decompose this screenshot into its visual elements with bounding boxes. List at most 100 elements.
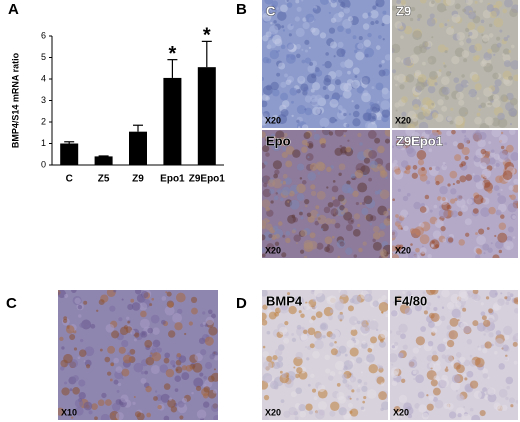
tissue-texture <box>449 198 456 204</box>
tissue-texture <box>118 317 123 322</box>
image-label: BMP4 <box>266 293 303 308</box>
tissue-texture <box>150 314 160 324</box>
tissue-texture <box>494 292 498 296</box>
tissue-texture <box>441 105 448 112</box>
tissue-texture <box>262 247 266 253</box>
tissue-texture <box>334 222 341 229</box>
tissue-texture <box>403 225 409 232</box>
tissue-texture <box>300 83 309 92</box>
micrograph <box>262 130 390 258</box>
tissue-texture <box>414 403 420 409</box>
tissue-texture <box>440 226 446 232</box>
tissue-texture <box>474 0 478 4</box>
tissue-texture <box>163 415 170 420</box>
tissue-texture <box>427 302 432 307</box>
tissue-texture <box>273 173 279 179</box>
tissue-texture <box>367 130 377 139</box>
tissue-texture <box>355 51 365 61</box>
tissue-texture <box>280 180 284 184</box>
tissue-texture <box>338 299 344 305</box>
tissue-texture <box>331 185 339 193</box>
tissue-texture <box>343 360 354 370</box>
tissue-texture <box>84 359 92 367</box>
tissue-texture <box>306 357 310 361</box>
tissue-texture <box>318 409 325 416</box>
tissue-texture <box>323 206 331 214</box>
tissue-texture <box>413 201 422 210</box>
tissue-texture <box>374 137 381 144</box>
tissue-texture <box>315 332 323 341</box>
tissue-texture <box>282 146 287 151</box>
tissue-texture <box>469 354 473 358</box>
tissue-texture <box>301 0 304 2</box>
tissue-texture <box>296 53 301 59</box>
tissue-texture <box>298 310 302 314</box>
tissue-texture <box>285 237 291 244</box>
tissue-texture <box>63 353 73 364</box>
tissue-texture <box>334 147 343 156</box>
tissue-texture <box>385 162 390 171</box>
tissue-texture <box>145 356 155 366</box>
tissue-texture <box>463 137 470 144</box>
tissue-texture <box>447 183 451 187</box>
tissue-texture <box>111 402 121 412</box>
tissue-texture <box>111 330 120 339</box>
tissue-texture <box>263 231 273 241</box>
tissue-texture <box>476 112 481 117</box>
tissue-texture <box>339 82 349 92</box>
tissue-texture <box>338 163 346 171</box>
tissue-texture <box>94 416 98 420</box>
tissue-texture <box>414 304 423 312</box>
tissue-texture <box>337 41 344 48</box>
tissue-texture <box>191 391 194 395</box>
tissue-texture <box>472 131 482 141</box>
tissue-texture <box>347 217 355 225</box>
tissue-texture <box>381 294 387 301</box>
tissue-texture <box>503 36 509 42</box>
tissue-texture <box>461 74 465 78</box>
tissue-texture <box>296 193 305 201</box>
tissue-texture <box>477 25 485 34</box>
tissue-texture <box>425 306 431 311</box>
tissue-texture <box>444 8 447 11</box>
tissue-texture <box>304 49 308 53</box>
tissue-texture <box>358 36 363 41</box>
tissue-texture <box>282 173 288 179</box>
tissue-texture <box>349 410 353 414</box>
tissue-texture <box>472 208 479 214</box>
tissue-texture <box>450 107 454 111</box>
tissue-texture <box>426 180 431 185</box>
tissue-texture <box>159 364 169 373</box>
tissue-texture <box>457 314 462 319</box>
tissue-texture <box>487 393 497 403</box>
tissue-texture <box>467 34 470 37</box>
bar <box>129 131 147 165</box>
tissue-texture <box>140 310 147 318</box>
tissue-texture <box>339 290 348 298</box>
tissue-texture <box>431 243 434 247</box>
tissue-texture <box>505 301 510 305</box>
tissue-texture <box>328 131 334 136</box>
tissue-texture <box>358 384 361 388</box>
tissue-texture <box>282 180 286 185</box>
tissue-texture <box>278 136 288 146</box>
tissue-texture <box>498 249 502 254</box>
tissue-texture <box>412 116 418 122</box>
tissue-texture <box>475 54 480 60</box>
tissue-texture <box>399 25 404 30</box>
tissue-texture <box>412 165 418 170</box>
tissue-texture <box>445 366 448 369</box>
tissue-texture <box>131 302 141 311</box>
tissue-texture <box>342 130 348 133</box>
tissue-texture <box>450 293 460 304</box>
tissue-texture <box>303 132 311 139</box>
tissue-texture <box>339 205 345 211</box>
error-bar <box>167 59 178 78</box>
tissue-texture <box>274 9 277 12</box>
tissue-texture <box>262 253 266 258</box>
tissue-texture <box>462 307 467 312</box>
tissue-texture <box>160 393 170 403</box>
tissue-texture <box>269 49 280 60</box>
tissue-texture <box>347 70 351 75</box>
tissue-texture <box>176 352 182 358</box>
